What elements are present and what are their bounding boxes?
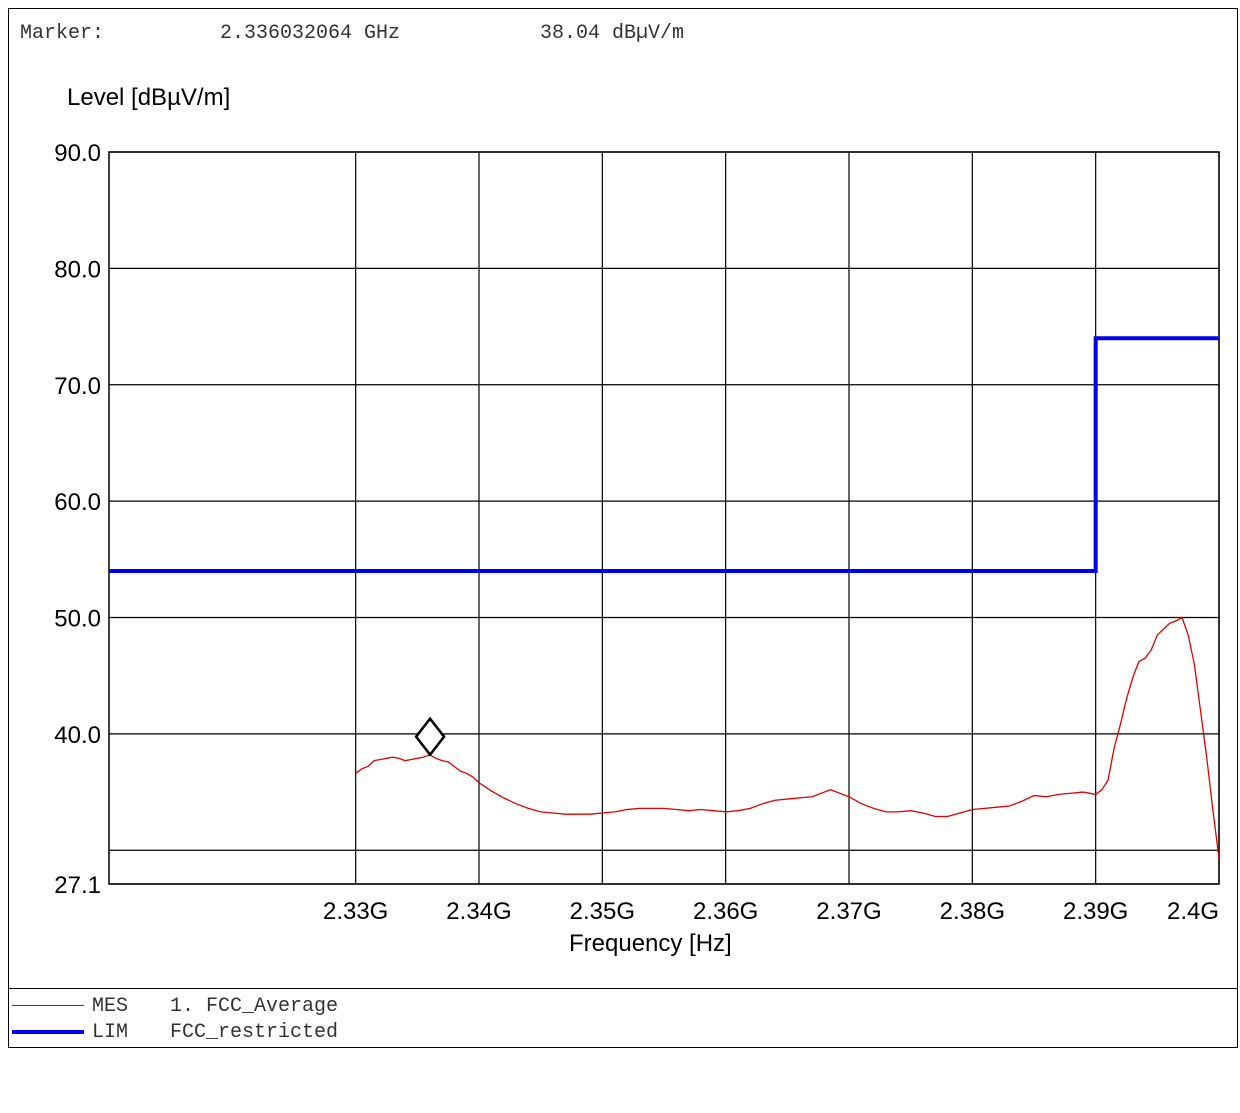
y-tick-label: 27.1 [54,872,101,899]
marker-level: 38.04 dBµV/m [540,22,685,45]
y-axis-label: Level [dBµV/m] [67,84,231,111]
level-vs-frequency-chart: 2.33G 2.34G 2.35G 2.36G 2.37G 2.38G 2.39G 2.4G 9… [54,140,1220,925]
marker-readout: Marker: 2.336032064 GHz 38.04 dBµV/m [20,22,684,114]
legend-code: LIM [92,1021,129,1044]
marker-label: Marker: [20,22,105,45]
chart-frame [8,8,1238,1048]
legend-swatch-measurement [12,1005,84,1006]
y-tick-label: 50.0 [54,606,101,633]
x-tick-label: 2.34G [446,898,511,925]
x-tick-label: 2.4G [1167,898,1219,925]
y-tick-label: 80.0 [54,256,101,283]
x-tick-label: 2.35G [570,898,635,925]
y-tick-label: 90.0 [54,140,101,167]
x-tick-label: 2.36G [693,898,758,925]
x-tick-label: 2.39G [1063,898,1128,925]
legend-name: FCC_restricted [170,1021,339,1044]
plot-area-border [108,151,1220,885]
legend-code: MES [92,995,129,1018]
y-tick-label: 40.0 [54,722,101,749]
legend-divider [8,988,1238,989]
x-axis-label: Frequency [Hz] [569,930,732,957]
y-tick-label: 60.0 [54,489,101,516]
marker-frequency: 2.336032064 GHz [220,22,401,45]
legend-swatch-limit [12,1030,84,1034]
y-tick-label: 70.0 [54,373,101,400]
marker-diamond-icon [414,716,446,757]
x-tick-label: 2.33G [323,898,388,925]
x-tick-label: 2.38G [940,898,1005,925]
measurement-trace-fcc-average [355,616,1220,859]
legend-item-limit: LIM FCC_restricted [10,1021,338,1044]
legend-item-measurement: MES 1. FCC_Average [10,995,338,1018]
limit-line-fcc-restricted [109,336,1219,573]
legend-name: 1. FCC_Average [170,995,339,1018]
x-tick-label: 2.37G [816,898,881,925]
